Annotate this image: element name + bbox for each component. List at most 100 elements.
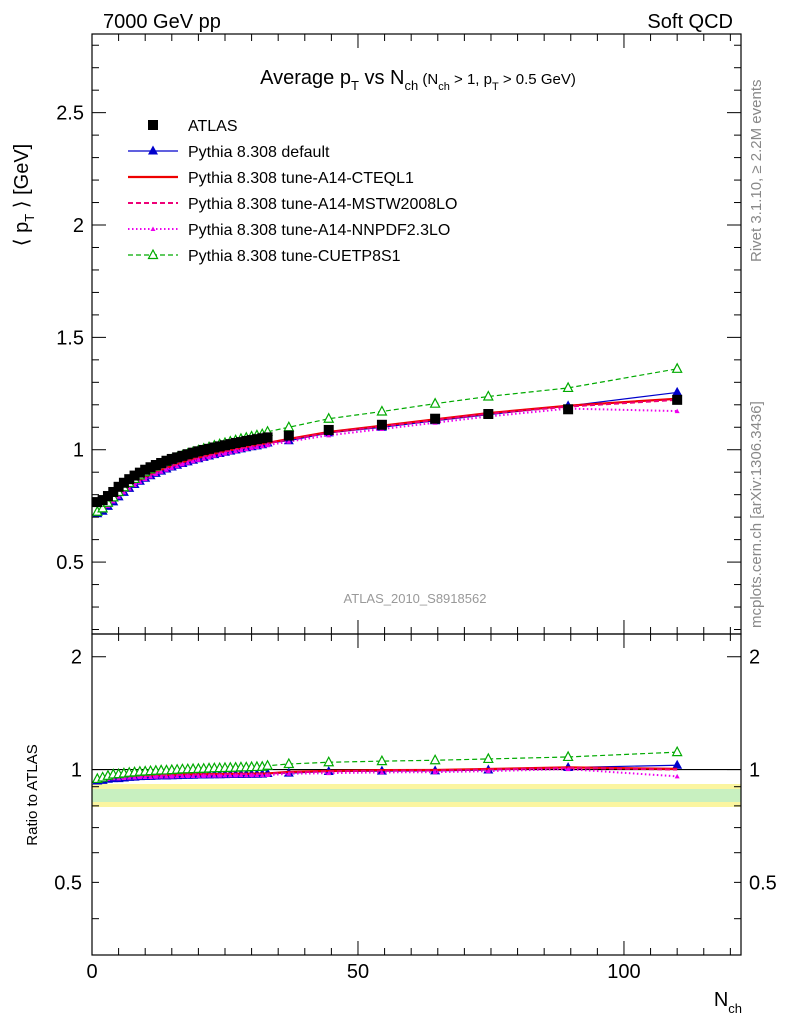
legend-label: ATLAS [188, 118, 238, 135]
series-point-0 [235, 437, 246, 448]
ratio-y-axis-label: Ratio to ATLAS [24, 744, 41, 845]
mcplots-reference-label: mcplots.cern.ch [arXiv:1306.3436] [748, 401, 765, 628]
ratio-point-4 [206, 773, 212, 778]
series-point-4 [195, 457, 201, 462]
series-point-0 [92, 497, 103, 508]
series-point-0 [563, 404, 574, 415]
ratio-point-4 [153, 774, 159, 779]
y-tick-label: 2 [73, 215, 84, 237]
x-tick-label: 100 [607, 961, 640, 983]
series-point-5 [376, 405, 388, 416]
ratio-point-4 [174, 773, 180, 779]
series-point-4 [121, 489, 127, 495]
series-point-0 [102, 491, 113, 502]
legend-label: Pythia 8.308 tune-CUETP8S1 [188, 248, 401, 265]
y-tick-label: 2.5 [56, 103, 84, 125]
series-point-4 [185, 460, 191, 465]
ratio-point-4 [132, 774, 138, 780]
ratio-point-4 [190, 773, 196, 778]
legend-item-0: ATLAS [148, 118, 238, 135]
series-point-0 [113, 481, 124, 492]
ratio-point-5 [262, 759, 274, 770]
ratio-point-4 [485, 768, 491, 774]
chart-title: Average pT vs Nch (Nch > 1, pT > 0.5 GeV… [260, 67, 576, 93]
ratio-point-5 [482, 752, 494, 764]
ratio-point-4 [121, 775, 127, 780]
legend-item-3: Pythia 8.308 tune-A14-MSTW2008LO [128, 196, 457, 213]
series-point-4 [158, 469, 164, 474]
ratio-point-4 [432, 769, 438, 775]
ratio-point-4 [169, 773, 175, 779]
ratio-line-4 [97, 768, 678, 782]
ratio-point-4 [179, 773, 185, 779]
series-point-4 [206, 454, 212, 460]
series-point-0 [177, 450, 188, 461]
series-point-4 [153, 471, 159, 476]
ratio-point-4 [148, 774, 154, 779]
ratio-point-4 [217, 773, 223, 778]
ratio-point-4 [211, 773, 217, 778]
series-point-4 [116, 494, 122, 499]
legend: ATLAS Pythia 8.308 default Pythia 8.308 tu… [128, 118, 457, 265]
ratio-point-4 [222, 772, 228, 778]
series-point-0 [124, 474, 135, 485]
axis-ticks [91, 34, 741, 955]
legend-item-4: Pythia 8.308 tune-A14-NNPDF2.3LO [128, 222, 450, 239]
series-point-4 [142, 476, 148, 481]
legend-swatch-marker [147, 248, 159, 260]
series-point-0 [118, 477, 129, 488]
series-point-4 [190, 458, 196, 464]
header-energy-label: 7000 GeV pp [103, 11, 221, 33]
series-point-0 [97, 495, 108, 506]
series-point-0 [672, 394, 683, 405]
y-tick-label: 0.5 [56, 552, 84, 574]
series-point-0 [129, 470, 140, 481]
ratio-tick-label: 1 [71, 760, 82, 782]
ratio-plot-series [92, 745, 741, 785]
ratio-tick-label-right: 0.5 [749, 872, 777, 894]
series-point-0 [166, 453, 177, 464]
series-point-0 [323, 424, 334, 435]
ratio-point-5 [671, 745, 683, 757]
header-process-label: Soft QCD [647, 11, 733, 33]
series-point-4 [674, 408, 680, 414]
series-point-0 [145, 462, 156, 473]
series-point-0 [251, 434, 262, 445]
ratio-point-5 [283, 757, 295, 769]
series-point-0 [193, 446, 204, 457]
series-point-0 [376, 419, 387, 430]
ratio-series-5 [92, 745, 683, 784]
ratio-tick-label-right: 1 [749, 760, 760, 782]
ratio-point-4 [286, 771, 292, 776]
svg-text:⟨ pT ⟩ [GeV]: ⟨ pT ⟩ [GeV] [11, 144, 37, 247]
series-point-0 [219, 440, 230, 451]
series-point-0 [140, 464, 151, 475]
series-point-4 [217, 452, 223, 457]
series-point-5 [562, 381, 574, 393]
ratio-point-4 [158, 773, 164, 779]
series-point-0 [483, 409, 494, 419]
ratio-tick-label: 0.5 [54, 872, 82, 894]
series-point-0 [150, 460, 161, 471]
ratio-point-4 [259, 772, 265, 778]
series-point-0 [188, 447, 199, 458]
series-point-0 [225, 439, 236, 450]
series-point-0 [108, 486, 119, 497]
legend-label: Pythia 8.308 tune-A14-NNPDF2.3LO [188, 222, 450, 239]
series-point-1 [672, 386, 683, 396]
series-point-5 [671, 362, 683, 373]
series-point-0 [198, 444, 209, 455]
series-point-0 [209, 442, 220, 453]
series-point-0 [134, 467, 145, 478]
ratio-point-4 [379, 769, 385, 775]
series-5 [92, 362, 683, 516]
series-line-4 [96, 407, 678, 515]
series-0 [92, 394, 683, 508]
series-point-4 [211, 453, 217, 458]
ratio-point-4 [265, 772, 271, 778]
analysis-tag: ATLAS_2010_S8918562 [344, 591, 487, 606]
series-point-4 [243, 446, 249, 452]
series-point-0 [182, 449, 193, 460]
ratio-point-1 [672, 759, 683, 769]
